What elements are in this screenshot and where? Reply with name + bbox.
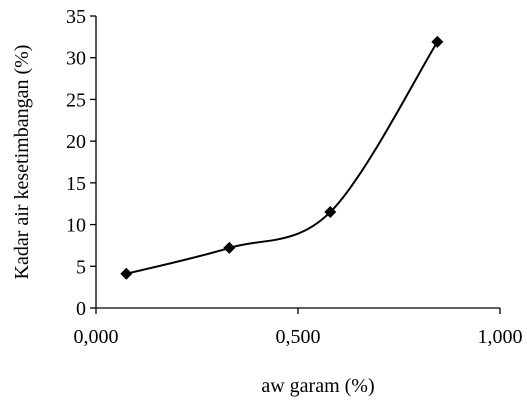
y-axis-title: Kadar air kesetimbangan (%) — [11, 45, 33, 280]
x-tick-label: 1,000 — [478, 326, 523, 348]
x-axis-title: aw garam (%) — [261, 375, 374, 397]
y-tick-label: 25 — [66, 89, 86, 111]
y-tick-label: 0 — [76, 298, 86, 320]
x-tick-label: 0,000 — [74, 326, 119, 348]
data-markers — [120, 35, 444, 280]
y-ticks: 0 5 10 15 20 25 30 35 — [66, 6, 96, 320]
y-tick-label: 10 — [66, 215, 86, 237]
series-line — [126, 41, 439, 275]
data-point-marker — [431, 35, 444, 48]
y-tick-label: 30 — [66, 48, 86, 70]
y-tick-label: 15 — [66, 173, 86, 195]
y-tick-label: 5 — [76, 256, 86, 278]
y-tick-label: 35 — [66, 6, 86, 28]
y-tick-label: 20 — [66, 131, 86, 153]
data-point-marker — [223, 241, 236, 254]
x-ticks: 0,000 0,500 1,000 — [74, 308, 523, 348]
x-tick-label: 0,500 — [276, 326, 321, 348]
data-point-marker — [324, 206, 337, 219]
data-point-marker — [120, 267, 133, 280]
